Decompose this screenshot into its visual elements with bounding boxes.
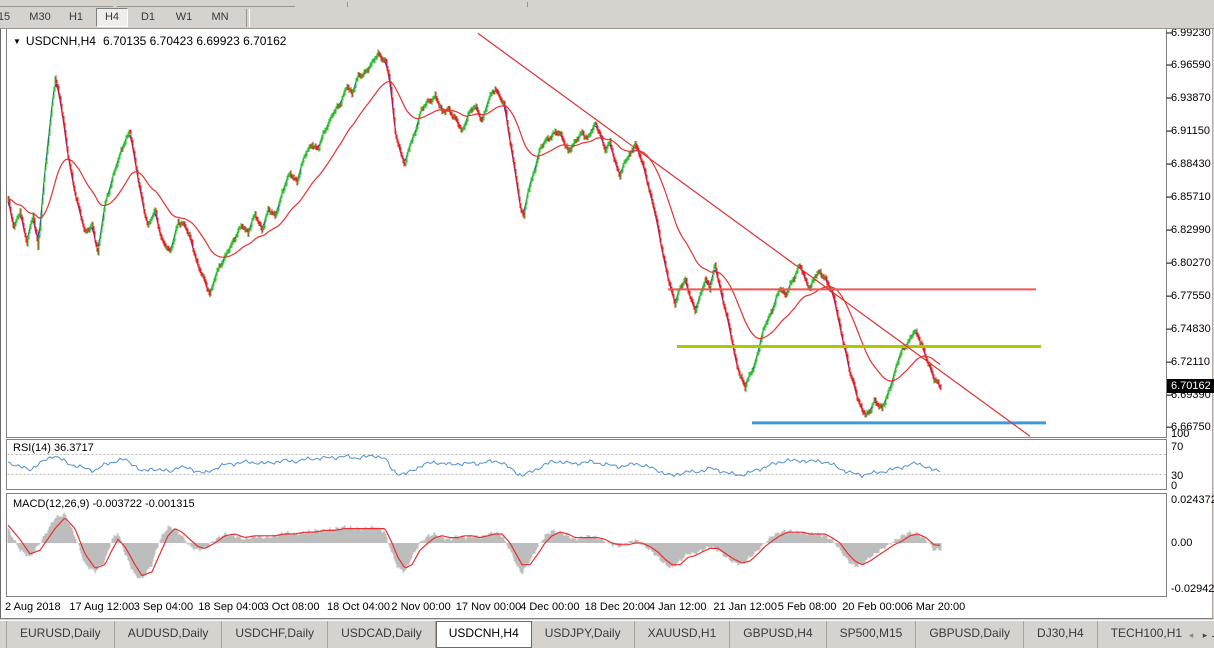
rsi-axis-label: 70: [1171, 441, 1184, 453]
time-axis-label: 3 Sep 04:00: [133, 601, 194, 613]
chart-tab-audusd-daily[interactable]: AUDUSD,Daily: [115, 621, 223, 648]
timeframe-button-d1[interactable]: D1: [140, 11, 156, 23]
chart-tab-dj30-h4[interactable]: DJ30,H4: [1024, 621, 1098, 648]
chart-tab-gbpusd-daily[interactable]: GBPUSD,Daily: [916, 621, 1025, 648]
price-axis-label: 6.85710: [1171, 191, 1211, 204]
chart-tab-eurusd-daily[interactable]: EURUSD,Daily: [7, 621, 115, 648]
time-axis-label: 18 Sep 04:00: [198, 601, 264, 613]
chart-tab-tech100-h1[interactable]: TECH100,H1: [1098, 621, 1197, 648]
macd-indicator-label: MACD(12,26,9) -0.003722 -0.001315: [13, 498, 195, 510]
ohlc-values: 6.70135 6.70423 6.69923 6.70162: [102, 34, 287, 48]
rsi-axis-label: 30: [1171, 470, 1184, 482]
price-axis-label: 6.77550: [1171, 290, 1211, 303]
timeframe-button-h1[interactable]: H1: [68, 11, 84, 23]
chart-tab-bar: EURUSD,Daily AUDUSD,Daily USDCHF,Daily USDC…: [0, 620, 1214, 648]
timeframe-toolbar: 15 M30 H1 H4 D1 W1 MN: [0, 7, 1214, 29]
tab-scroll-arrows: ◂ ▸: [1184, 621, 1212, 648]
timeframe-button-15[interactable]: 15: [0, 11, 11, 23]
macd-axis-label: 0.024372: [1171, 494, 1214, 506]
chart-tab-gbpusd-h4[interactable]: GBPUSD,H4: [730, 621, 827, 648]
chart-tab-usdcnh-h4[interactable]: USDCNH,H4: [435, 621, 532, 648]
price-axis-label: 6.80270: [1171, 257, 1211, 270]
macd-axis-label: -0.029423: [1171, 583, 1214, 595]
timeframe-button-w1[interactable]: W1: [175, 11, 193, 23]
rsi-axis-label: 100: [1171, 428, 1190, 440]
time-axis-label: 20 Feb 00:00: [842, 601, 908, 613]
time-axis-label: 4 Dec 00:00: [520, 601, 580, 613]
price-axis-label: 6.72110: [1171, 356, 1210, 369]
tab-scroll-left-icon[interactable]: ◂: [1188, 629, 1194, 640]
price-axis-label: 6.99230: [1171, 27, 1211, 39]
symbol-name: USDCNH,H4: [25, 34, 96, 48]
current-price-tag: 6.70162: [1167, 378, 1214, 393]
rsi-axis-label: 0: [1171, 480, 1178, 492]
chart-tab-usdcad-daily[interactable]: USDCAD,Daily: [328, 621, 436, 648]
price-axis-label: 6.88430: [1171, 158, 1211, 171]
time-axis-label: 18 Dec 20:00: [584, 601, 651, 613]
time-axis-label: 6 Mar 20:00: [906, 601, 966, 613]
chart-tab-xauusd-h1[interactable]: XAUUSD,H1: [635, 621, 731, 648]
time-axis-label: 2 Nov 00:00: [391, 601, 451, 613]
time-axis-label: 17 Nov 00:00: [455, 601, 522, 613]
price-axis-label: 6.74830: [1171, 323, 1211, 336]
toolbar-separator: [246, 8, 250, 27]
time-axis-label: 18 Oct 04:00: [327, 601, 390, 613]
macd-axis-label: 0.00: [1171, 537, 1193, 549]
tab-scroll-right-icon[interactable]: ▸: [1202, 629, 1208, 640]
timeframe-button-h4[interactable]: H4: [96, 8, 128, 27]
chart-title: ▼ USDCNH,H4 6.70135 6.70423 6.69923 6.7016…: [13, 34, 286, 48]
tab-bar-stub: [0, 621, 7, 648]
price-axis-label: 6.91150: [1171, 125, 1210, 138]
time-axis-label: 4 Jan 12:00: [649, 601, 707, 613]
time-axis-label: 2 Aug 2018: [5, 601, 61, 613]
upper-toolbar-edge: [0, 0, 1214, 7]
price-axis-label: 6.93870: [1171, 92, 1211, 105]
price-axis-label: 6.66750: [1171, 421, 1211, 434]
chart-tab-usdjpy-daily[interactable]: USDJPY,Daily: [532, 621, 635, 648]
time-axis-label: 5 Feb 08:00: [777, 601, 837, 613]
timeframe-button-m30[interactable]: M30: [29, 11, 51, 23]
time-axis-label: 3 Oct 08:00: [262, 601, 320, 613]
time-axis-label: 17 Aug 12:00: [69, 601, 135, 613]
time-axis-label: 21 Jan 12:00: [713, 601, 778, 613]
chart-tab-sp500-m15[interactable]: SP500,M15: [827, 621, 917, 648]
price-axis-label: 6.96590: [1171, 59, 1211, 72]
symbol-dropdown-icon[interactable]: ▼: [13, 37, 21, 46]
timeframe-button-mn[interactable]: MN: [211, 11, 229, 23]
chart-tab-usdchf-daily[interactable]: USDCHF,Daily: [222, 621, 329, 648]
rsi-indicator-label: RSI(14) 36.3717: [13, 442, 94, 454]
price-axis-label: 6.82990: [1171, 224, 1211, 237]
